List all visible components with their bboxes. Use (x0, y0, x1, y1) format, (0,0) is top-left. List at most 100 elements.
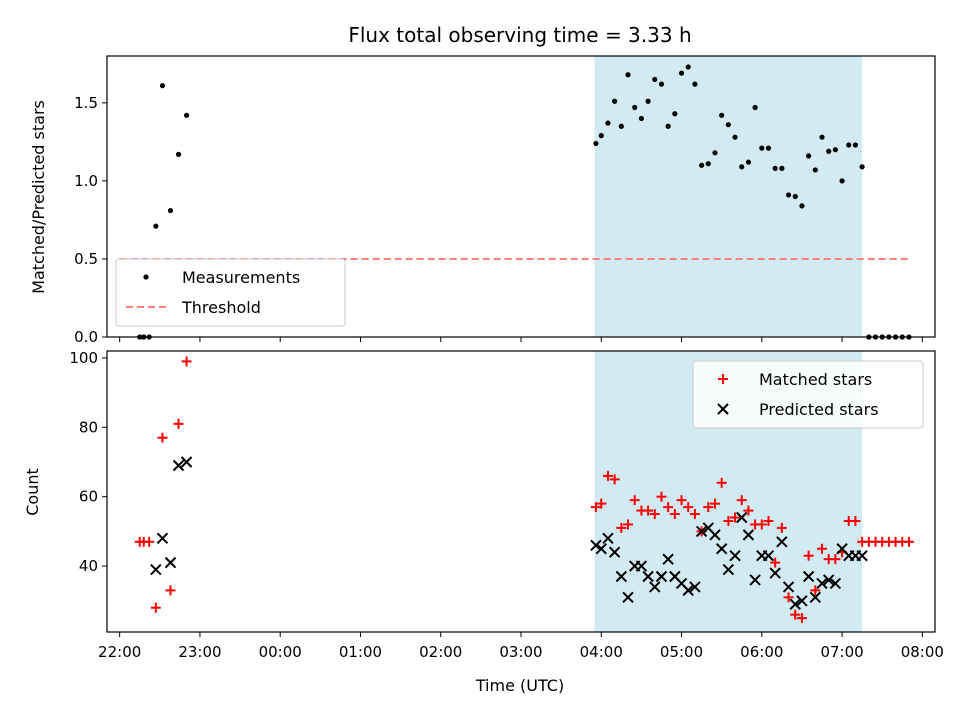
x-axis-label: Time (UTC) (475, 676, 564, 695)
top-y-axis-label: Matched/Predicted stars (29, 100, 48, 294)
x-b (702, 522, 714, 534)
predicted-star-point (642, 570, 654, 583)
matched-star-point (803, 550, 814, 561)
predicted-star-point (822, 574, 835, 586)
x-b (829, 577, 842, 590)
matched-star-point (181, 356, 192, 367)
legend-label: Threshold (181, 298, 261, 317)
matched-star-point (623, 519, 634, 530)
predicted-star-point (180, 456, 193, 468)
matched-star-point (590, 502, 601, 513)
predicted-star-point (655, 570, 668, 583)
legend: Measurements Threshold (115, 258, 346, 327)
measurement-point (153, 223, 159, 229)
matched-star-point (756, 519, 767, 530)
measurement-point (819, 134, 825, 140)
x-b (649, 581, 661, 593)
predicted-star-point (715, 543, 728, 555)
x-b (769, 567, 781, 579)
observing-window-shade (594, 56, 863, 337)
plot-frame (106, 55, 936, 338)
matched-star-point (602, 470, 613, 481)
legend-label: Predicted stars (759, 400, 879, 419)
x-b (164, 556, 177, 569)
measurement-point (159, 83, 166, 89)
top-panel-ratio: 0.0 0.5 1.0 1.5 Measurements Threshold (74, 55, 936, 346)
matched-star-point (816, 543, 827, 554)
measurement-point (812, 167, 818, 173)
x-b (595, 543, 607, 555)
predicted-star-point (829, 577, 842, 590)
y-tick-label: 0.0 (74, 328, 98, 346)
measurement-point (672, 111, 678, 117)
measurement-point (685, 64, 691, 70)
measurement-point (806, 153, 812, 159)
x-b (796, 595, 808, 607)
matched-star-point (776, 522, 787, 533)
bottom-y-axis-label: Count (23, 468, 42, 516)
x-b (655, 570, 668, 583)
x-b (682, 584, 694, 597)
y-tick-label: 60 (79, 488, 98, 506)
predicted-star-point (164, 556, 177, 569)
x-b (608, 546, 621, 558)
x-b (642, 570, 654, 583)
measurement-point (792, 193, 798, 200)
x-b (789, 598, 801, 610)
matched-star-point (616, 522, 627, 533)
predicted-star-point (742, 529, 755, 541)
measurement-point (593, 140, 599, 147)
x-b (816, 577, 828, 590)
measurement-point (765, 145, 772, 151)
x-b (669, 570, 681, 583)
matched-star-point (689, 509, 700, 520)
y-tick-label: 0.5 (74, 250, 98, 268)
x-tick-label: 04:00 (580, 643, 623, 661)
x-b (150, 563, 162, 576)
x-b (172, 459, 185, 472)
predicted-star-point (635, 560, 648, 572)
x-b (802, 570, 815, 583)
measurement-point (752, 104, 758, 111)
matched-star-point (165, 585, 176, 596)
legend-swatch-predicted (717, 403, 729, 415)
predicted-star-point (809, 591, 822, 604)
matched-star-point (810, 585, 821, 596)
matched-star-point (683, 502, 694, 513)
x-tick-label: 02:00 (419, 643, 462, 661)
x-b (709, 529, 721, 541)
measurement-point (799, 203, 805, 209)
matched-star-point (643, 505, 654, 516)
y-tick-label: 40 (79, 557, 98, 575)
matched-star-point (770, 557, 781, 568)
x-b (776, 536, 788, 548)
x-b (590, 539, 602, 551)
x-b (822, 574, 835, 586)
x-tick-label: 22:00 (98, 643, 141, 661)
measurement-point (625, 72, 631, 78)
measurement-point (852, 142, 859, 148)
matched-star-point (743, 505, 754, 516)
legend-box (692, 360, 924, 429)
measurement-point (846, 142, 852, 148)
matched-star-point (150, 602, 161, 613)
x-tick-label: 00:00 (259, 643, 302, 661)
x-tick-label: 05:00 (660, 643, 703, 661)
legend-label: Measurements (182, 268, 300, 287)
measurement-point (632, 104, 638, 111)
x-b (635, 560, 648, 572)
measurement-point (832, 147, 838, 153)
x-tick-label: 06:00 (740, 643, 783, 661)
legend: Matched stars Predicted stars (692, 360, 924, 429)
matched-star-point (736, 495, 747, 506)
x-b (717, 403, 729, 415)
measurement-point (645, 98, 651, 104)
matched-star-point (730, 512, 741, 523)
predicted-star-point (782, 581, 795, 593)
predicted-star-point (172, 459, 185, 472)
matched-star-point (649, 509, 660, 520)
x-b (736, 511, 748, 524)
matched-star-point (763, 515, 774, 526)
measurement-point (638, 115, 644, 122)
predicted-star-point (682, 584, 694, 597)
